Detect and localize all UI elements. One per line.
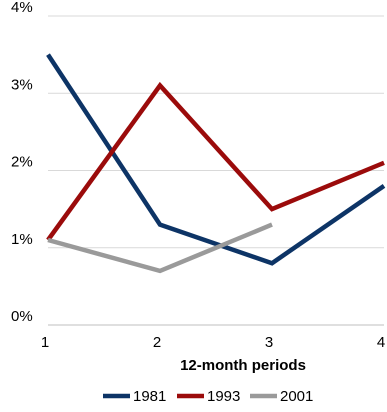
y-tick-label: 2% [11,154,33,171]
x-tick-label: 1 [41,334,49,351]
legend-label: 1993 [207,388,240,405]
x-tick-label: 4 [377,334,385,351]
x-tick-label: 2 [153,334,161,351]
series-line-1993 [46,81,385,242]
x-tick-labels: 1 2 3 4 [41,334,385,351]
y-tick-label: 1% [11,231,33,248]
x-axis-title: 12-month periods [180,357,306,374]
y-tick-labels: 0% 1% 2% 3% 4% [11,0,33,325]
y-tick-label: 0% [11,308,33,325]
y-tick-label: 3% [11,76,33,93]
series-lines [46,53,386,274]
y-tick-label: 4% [11,0,33,16]
series-line-2001 [47,222,273,274]
legend: 1981 1993 2001 [103,388,313,405]
x-tick-label: 3 [265,334,273,351]
series-line-1981 [46,53,386,266]
legend-label: 2001 [280,388,313,405]
legend-label: 1981 [133,388,166,405]
